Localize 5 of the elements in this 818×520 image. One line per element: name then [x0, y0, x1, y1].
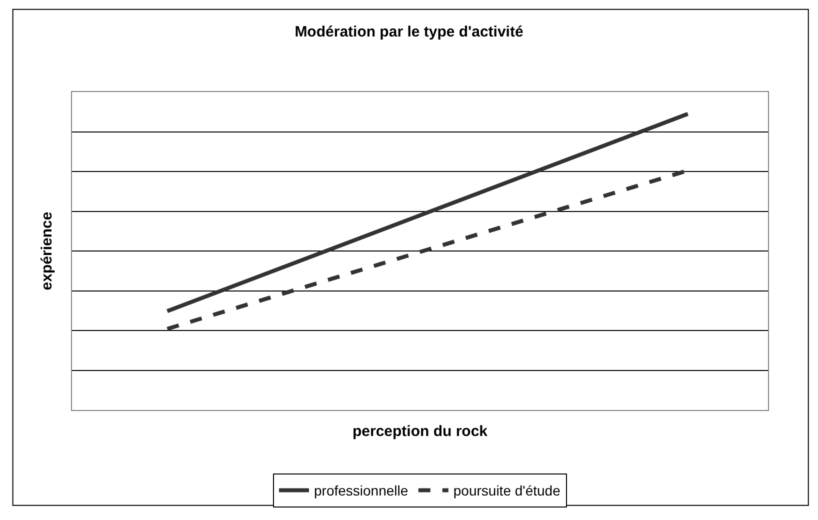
y-axis-title: expérience [38, 212, 56, 290]
chart-title: Modération par le type d'activité [294, 24, 524, 40]
legend-label: professionnelle [314, 482, 408, 499]
legend-label: poursuite d'étude [453, 482, 561, 499]
x-axis-title: perception du rock [352, 423, 488, 440]
